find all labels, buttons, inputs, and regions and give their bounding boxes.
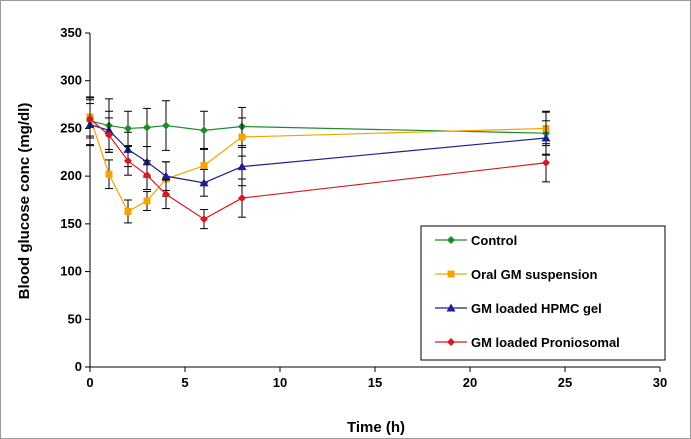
series-0: [86, 96, 550, 155]
square-marker: [200, 162, 208, 170]
x-tick-label: 5: [181, 375, 188, 390]
y-tick-label: 250: [60, 120, 82, 135]
legend-label: Oral GM suspension: [471, 267, 597, 282]
axes: 0 50 100 150 200 250 300 350 0 5 10 15 20 25 30: [60, 25, 667, 390]
series-line: [89, 118, 547, 220]
diamond-marker: [200, 215, 208, 224]
legend-label: GM loaded Proniosomal: [471, 335, 620, 350]
diamond-marker: [86, 114, 94, 123]
triangle-marker: [161, 171, 171, 180]
triangle-marker: [237, 162, 247, 171]
diamond-marker: [143, 171, 151, 180]
square-marker: [124, 207, 132, 215]
y-tick-label: 100: [60, 264, 82, 279]
diamond-marker: [124, 156, 132, 165]
square-marker: [238, 133, 246, 141]
triangle-marker: [541, 133, 551, 142]
square-marker: [447, 270, 455, 278]
x-axis-title: Time (h): [347, 419, 405, 436]
y-tick-label: 50: [68, 311, 82, 326]
series-line: [89, 120, 547, 134]
legend-label: GM loaded HPMC gel: [471, 301, 602, 316]
series-3: [86, 99, 550, 230]
x-tick-label: 20: [463, 375, 477, 390]
triangle-marker: [199, 178, 209, 187]
legend-box: [420, 225, 666, 361]
y-tick-label: 150: [60, 216, 82, 231]
y-tick-label: 350: [60, 25, 82, 40]
y-tick-label: 300: [60, 73, 82, 88]
x-tick-label: 15: [368, 375, 382, 390]
series-line: [89, 124, 547, 184]
x-tick-label: 10: [273, 375, 287, 390]
diamond-marker: [200, 126, 208, 135]
series-line: [89, 116, 547, 213]
diamond-marker: [542, 158, 550, 167]
diamond-marker: [124, 124, 132, 133]
x-tick-label: 25: [558, 375, 572, 390]
y-tick-label: 200: [60, 168, 82, 183]
diamond-marker: [447, 338, 455, 346]
square-marker: [105, 170, 113, 178]
y-tick-label: 0: [75, 359, 82, 374]
x-tick-label: 30: [653, 375, 667, 390]
x-tick-label: 0: [86, 375, 93, 390]
square-marker: [143, 197, 151, 205]
series-2: [85, 103, 551, 197]
y-axis-title: Blood glucose conc (mg/dl): [16, 103, 33, 300]
diamond-marker: [447, 236, 455, 244]
triangle-marker: [446, 303, 456, 312]
diamond-marker: [143, 123, 151, 132]
diamond-marker: [238, 194, 246, 203]
plot-area: [85, 96, 551, 230]
legend-label: Control: [471, 233, 517, 248]
diamond-marker: [162, 190, 170, 199]
series-1: [86, 97, 550, 224]
legend: Control Oral GM suspension GM loaded HPMC …: [420, 225, 666, 361]
diamond-marker: [162, 121, 170, 130]
diamond-marker: [105, 131, 113, 140]
